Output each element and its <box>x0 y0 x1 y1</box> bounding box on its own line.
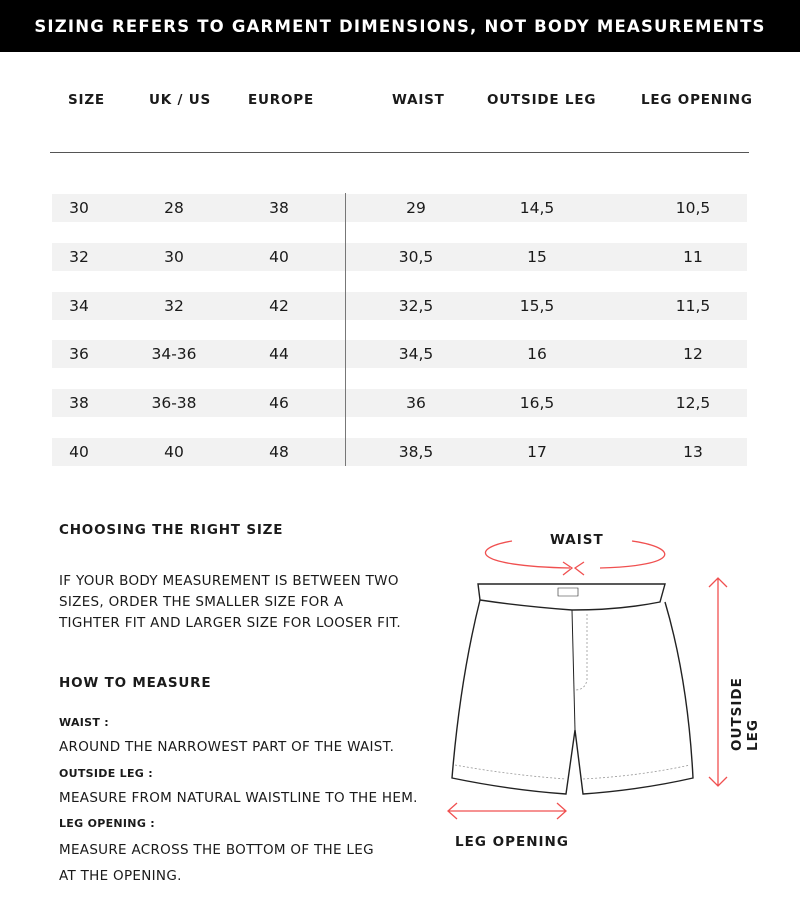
waist-text: AROUND THE NARROWEST PART OF THE WAIST. <box>59 739 395 755</box>
table-cell: 15,5 <box>519 296 555 315</box>
table-cell: 46 <box>269 394 289 413</box>
header-size: SIZE <box>68 92 105 108</box>
table-cell: 14,5 <box>519 199 555 217</box>
outside-leg-arrow <box>708 577 728 787</box>
table-cell: 11,5 <box>675 296 711 315</box>
leg-opening-text: MEASURE ACROSS THE BOTTOM OF THE LEG AT … <box>59 842 374 884</box>
table-cell: 48 <box>269 443 289 461</box>
table-cell: 42 <box>269 296 289 315</box>
table-cell: 40 <box>269 247 289 266</box>
table-cell: 12,5 <box>675 394 711 413</box>
table-cell: 12 <box>683 345 703 364</box>
table-cell: 32 <box>164 296 184 315</box>
header-leg-opening: LEG OPENING <box>641 92 753 108</box>
table-cell: 32 <box>69 247 89 266</box>
column-divider <box>345 193 346 466</box>
choosing-text: IF YOUR BODY MEASUREMENT IS BETWEEN TWO … <box>59 573 402 631</box>
table-cell: 11 <box>683 247 703 266</box>
table-cell: 13 <box>683 443 703 461</box>
waist-arrow <box>484 540 666 569</box>
leg-opening-label: LEG OPENING : <box>59 817 155 830</box>
table-row: 38 36-38 46 36 16,5 12,5 <box>52 389 747 418</box>
header-uk-us: UK / US <box>149 92 212 108</box>
table-cell: 34 <box>69 296 89 315</box>
table-cell: 36-38 <box>151 394 197 413</box>
table-cell: 10,5 <box>675 199 711 217</box>
header-europe: EUROPE <box>248 92 314 108</box>
table-cell: 40 <box>69 443 89 461</box>
table-cell: 38 <box>69 394 89 413</box>
table-cell: 36 <box>406 394 426 413</box>
table-cell: 40 <box>164 443 184 461</box>
shorts-outline <box>451 583 694 795</box>
outside-leg-label: OUTSIDE LEG : <box>59 767 153 780</box>
outside-leg-text: MEASURE FROM NATURAL WAISTLINE TO THE HE… <box>59 790 418 806</box>
diagram-waist-label: WAIST <box>550 532 604 548</box>
diagram-leg-opening-label: LEG OPENING <box>455 834 569 850</box>
table-cell: 34,5 <box>398 345 434 364</box>
measure-title: HOW TO MEASURE <box>59 675 212 691</box>
choosing-title: CHOOSING THE RIGHT SIZE <box>59 522 284 538</box>
table-row: 40 40 48 38,5 17 13 <box>52 438 747 466</box>
table-cell: 28 <box>164 199 184 217</box>
header-divider <box>50 152 749 153</box>
leg-opening-arrow <box>447 802 567 820</box>
header-waist: WAIST <box>392 92 445 108</box>
table-cell: 17 <box>527 443 547 461</box>
table-cell: 29 <box>406 199 426 217</box>
table-cell: 30 <box>164 247 184 266</box>
table-row: 30 28 38 29 14,5 10,5 <box>52 194 747 222</box>
measure-arrows <box>447 540 728 820</box>
waist-label: WAIST : <box>59 716 109 729</box>
table-row: 34 32 42 32,5 15,5 11,5 <box>52 291 747 320</box>
table-cell: 38,5 <box>398 443 434 461</box>
sizing-banner: SIZING REFERS TO GARMENT DIMENSIONS, NOT… <box>0 0 800 52</box>
table-cell: 32,5 <box>398 296 434 315</box>
table-cell: 44 <box>269 345 289 364</box>
table-cell: 30 <box>69 199 89 217</box>
header-outside-leg: OUTSIDE LEG <box>487 92 597 108</box>
table-row: 32 30 40 30,5 15 11 <box>52 242 747 271</box>
table-cell: 36 <box>69 345 89 364</box>
table-cell: 30,5 <box>398 247 434 266</box>
table-cell: 16,5 <box>519 394 555 413</box>
table-cell: 34-36 <box>151 345 197 364</box>
table-cell: 15 <box>527 247 547 266</box>
table-cell: 16 <box>527 345 547 364</box>
table-cell: 38 <box>269 199 289 217</box>
table-row: 36 34-36 44 34,5 16 12 <box>52 340 747 369</box>
